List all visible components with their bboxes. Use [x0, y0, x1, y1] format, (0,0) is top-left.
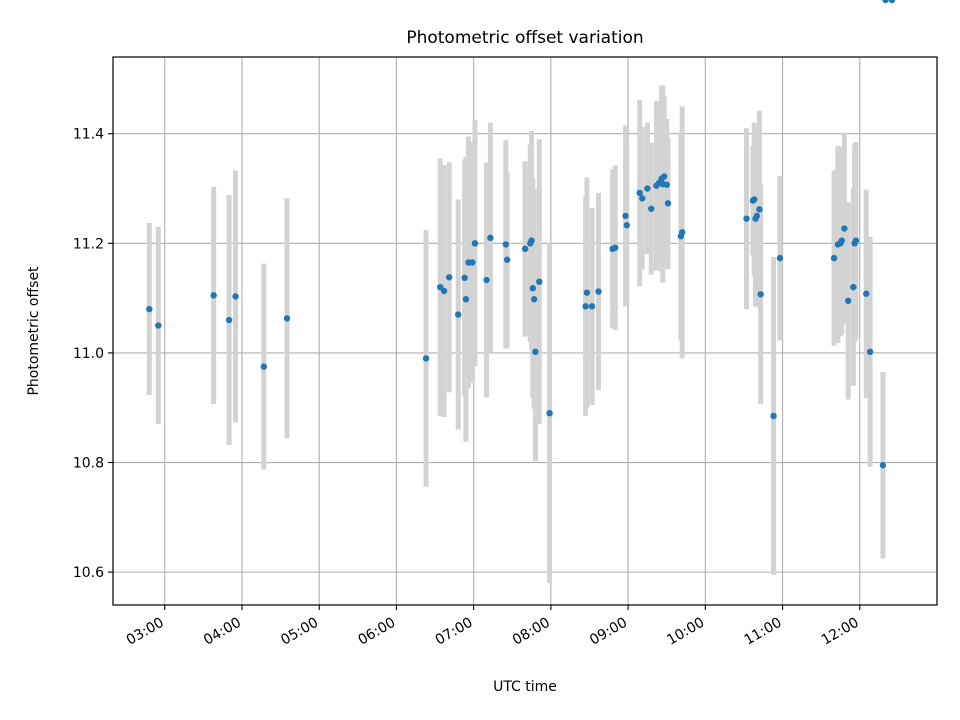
data-point	[636, 189, 643, 197]
data-point	[751, 196, 758, 203]
data-point	[639, 195, 646, 202]
data-point	[770, 412, 777, 420]
data-point	[678, 229, 686, 236]
data-point	[866, 348, 874, 356]
data-point	[879, 462, 887, 469]
data-point	[445, 274, 453, 281]
data-point	[841, 225, 848, 232]
data-point	[582, 303, 589, 310]
data-point	[776, 254, 784, 262]
data-point	[756, 206, 763, 213]
y-axis-label: Photometric offset	[26, 266, 42, 396]
y-tick-label: 10.6	[73, 565, 104, 581]
y-tick-label: 11.2	[73, 236, 104, 252]
data-point	[536, 278, 543, 285]
data-point	[660, 173, 668, 180]
data-point	[663, 181, 670, 188]
data-point	[753, 212, 761, 220]
data-point	[487, 234, 494, 242]
data-point	[146, 305, 153, 313]
data-point	[210, 292, 217, 299]
data-point	[622, 212, 629, 220]
y-tick-label: 11.4	[73, 127, 104, 143]
data-point	[530, 296, 538, 303]
data-point	[612, 244, 619, 251]
x-axis-label: UTC time	[493, 679, 557, 695]
chart-title: Photometric offset variation	[406, 28, 643, 48]
data-point	[588, 303, 596, 310]
data-point	[830, 254, 838, 262]
data-point	[502, 241, 510, 248]
data-point	[529, 285, 537, 292]
data-point	[532, 348, 539, 356]
data-point	[440, 287, 448, 295]
data-point	[232, 293, 239, 300]
data-point	[225, 316, 233, 324]
y-tick-label: 10.8	[73, 456, 104, 472]
data-point	[664, 200, 672, 207]
y-tick-label: 11.0	[73, 346, 104, 362]
data-point	[471, 240, 479, 247]
data-point	[850, 283, 857, 291]
data-point	[838, 237, 845, 244]
data-point	[503, 256, 511, 263]
data-point	[469, 259, 476, 266]
data-point	[882, 0, 889, 4]
data-point	[454, 311, 462, 318]
data-point	[644, 185, 651, 192]
data-point	[461, 274, 468, 282]
data-point	[155, 322, 162, 329]
data-point	[528, 237, 535, 244]
data-point	[260, 363, 268, 370]
data-point	[623, 222, 631, 229]
data-point	[521, 245, 529, 252]
data-points	[146, 0, 896, 469]
data-point	[844, 297, 852, 305]
data-point	[888, 0, 896, 4]
data-point	[852, 237, 860, 244]
data-point	[743, 215, 750, 222]
data-point	[283, 315, 291, 322]
y-axis-ticks: 10.6 10.8 11.0 11.2 11.4	[73, 127, 113, 581]
data-point	[648, 205, 655, 212]
data-point	[483, 276, 490, 284]
data-point	[863, 290, 870, 297]
data-point	[757, 291, 764, 298]
data-point	[546, 410, 553, 417]
data-point	[595, 288, 602, 295]
data-point	[583, 289, 591, 296]
data-point	[462, 296, 470, 303]
data-point	[422, 355, 430, 362]
plot-frame	[112, 56, 938, 606]
